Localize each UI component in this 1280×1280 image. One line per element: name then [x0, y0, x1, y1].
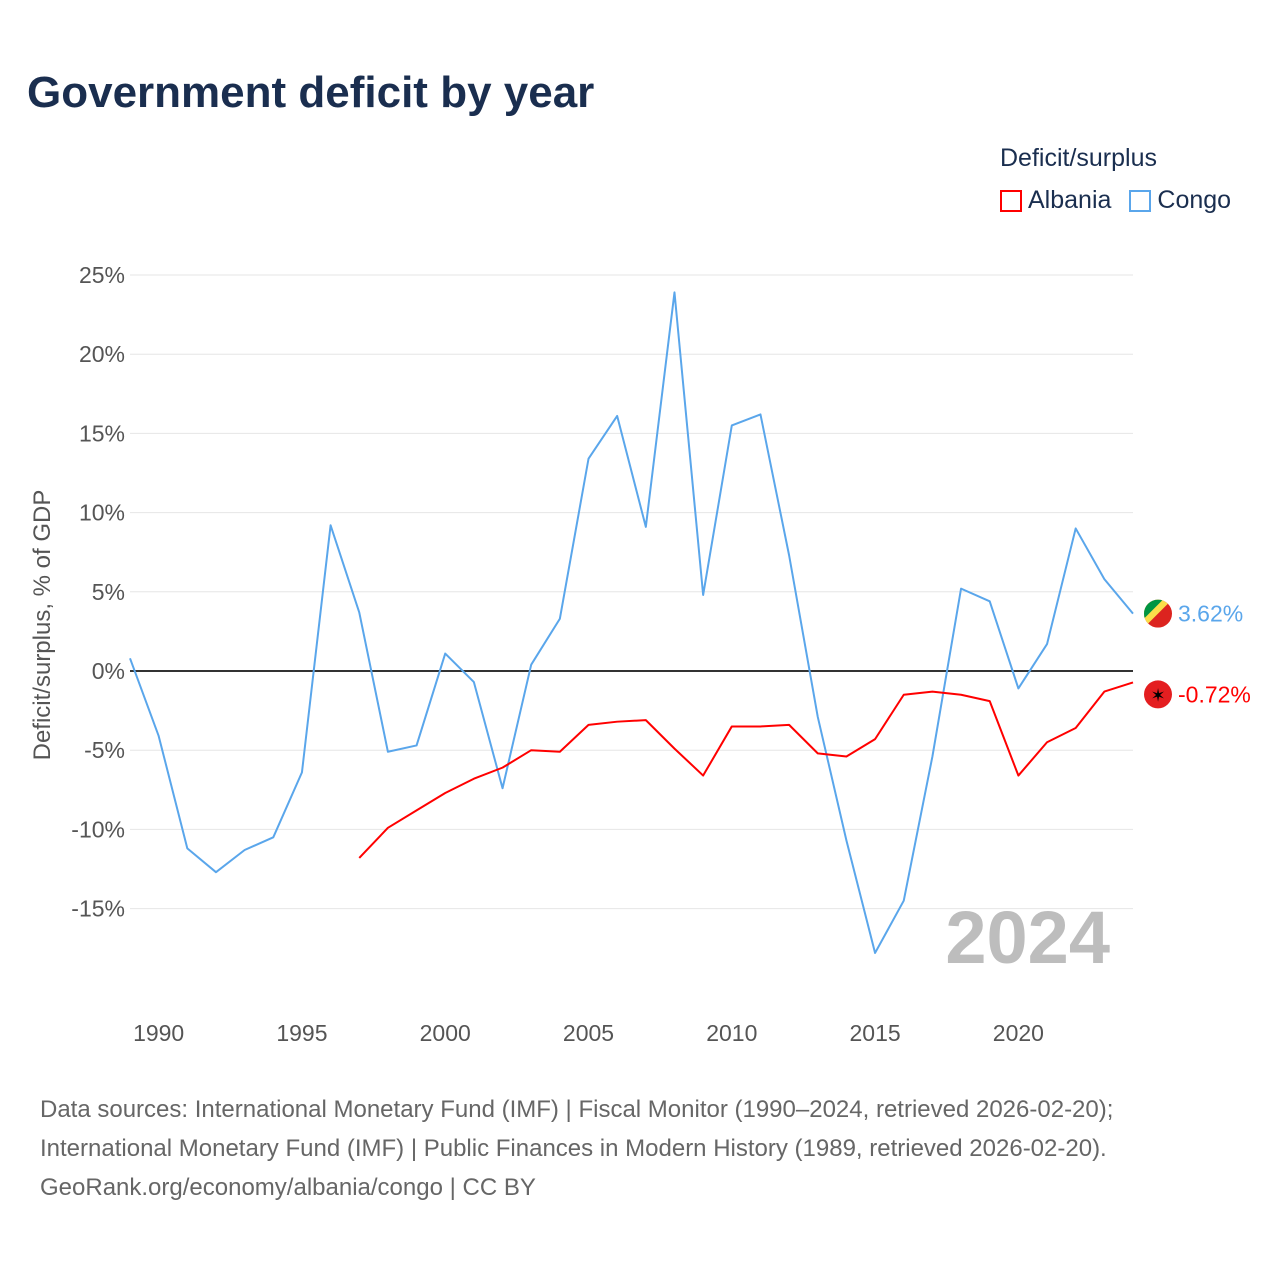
- year-watermark: 2024: [945, 896, 1110, 979]
- congo-flag-icon: [1144, 599, 1172, 628]
- y-tick-label: 10%: [79, 500, 125, 526]
- source-note: Data sources: International Monetary Fun…: [40, 1090, 1113, 1207]
- series-line-albania: [358, 681, 1134, 859]
- end-value-label: -0.72%: [1178, 681, 1251, 707]
- legend-swatch-albania: [1000, 189, 1022, 212]
- source-line: Data sources: International Monetary Fun…: [40, 1096, 1114, 1123]
- x-tick-label: 2015: [849, 1020, 900, 1046]
- legend: Albania Congo: [1000, 186, 1231, 215]
- end-value-label: 3.62%: [1178, 601, 1243, 627]
- x-tick-label: 2020: [993, 1020, 1044, 1046]
- x-tick-label: 2010: [706, 1020, 757, 1046]
- y-tick-label: 20%: [79, 341, 125, 367]
- legend-label: Congo: [1157, 186, 1232, 214]
- legend-item-albania[interactable]: Albania: [1000, 186, 1111, 215]
- series-line-congo: [129, 291, 1134, 954]
- x-tick-label: 1990: [133, 1020, 184, 1046]
- legend-item-congo[interactable]: Congo: [1129, 186, 1231, 215]
- x-tick-label: 1995: [276, 1020, 327, 1046]
- y-tick-label: 5%: [92, 579, 125, 605]
- chart-title: Government deficit by year: [27, 68, 595, 117]
- y-tick-label: 15%: [79, 420, 125, 446]
- source-link[interactable]: GeoRank.org/economy/albania/congo | CC B…: [40, 1174, 536, 1201]
- albania-flag-icon: ✶: [1144, 680, 1172, 709]
- x-tick-label: 2000: [420, 1020, 471, 1046]
- flag-green: [1144, 599, 1163, 619]
- y-tick-label: 25%: [79, 262, 125, 288]
- y-tick-label: -15%: [71, 896, 125, 922]
- x-tick-label: 2005: [563, 1020, 614, 1046]
- source-line: International Monetary Fund (IMF) | Publ…: [40, 1135, 1107, 1162]
- y-tick-label: 0%: [92, 658, 125, 684]
- y-tick-label: -10%: [71, 816, 125, 842]
- legend-swatch-congo: [1129, 189, 1152, 212]
- flag-body: [1144, 599, 1172, 628]
- y-tick-label: -5%: [84, 737, 125, 763]
- eagle-glyph: ✶: [1150, 685, 1165, 705]
- legend-label: Albania: [1028, 186, 1112, 214]
- flag-red: [1144, 680, 1172, 709]
- legend-title: Deficit/surplus: [1000, 144, 1157, 172]
- y-axis-label: Deficit/surplus, % of GDP: [29, 490, 56, 761]
